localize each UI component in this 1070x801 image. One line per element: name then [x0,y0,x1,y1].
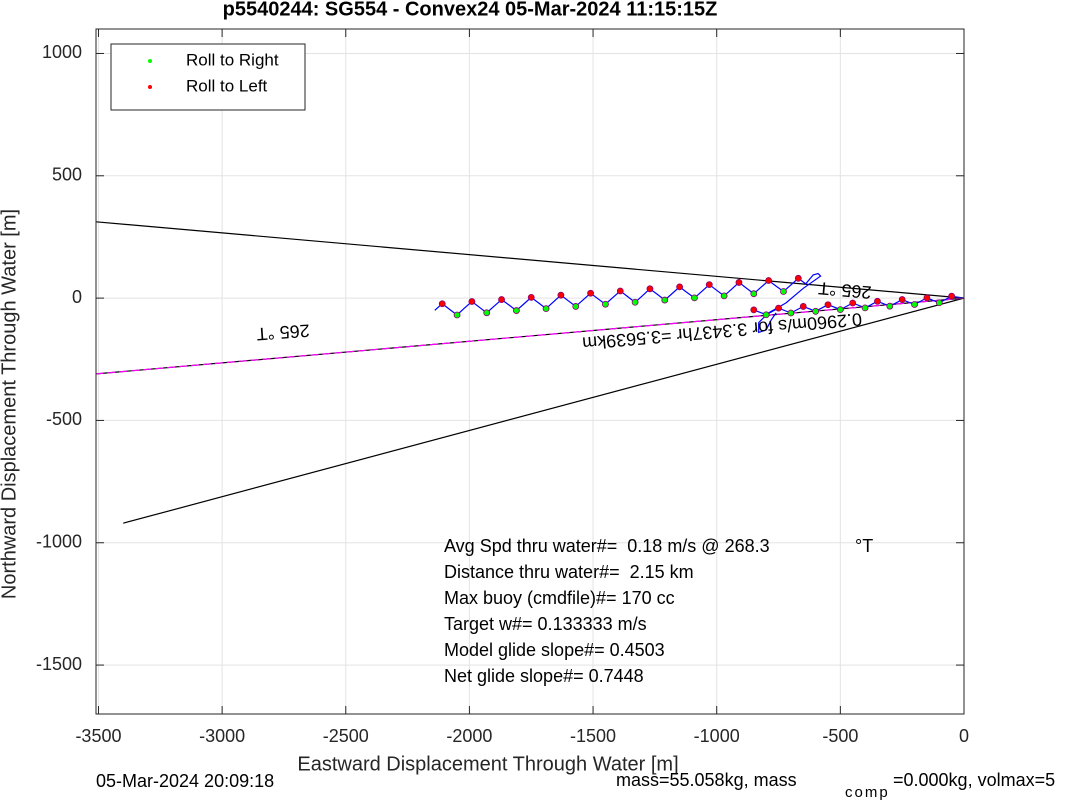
roll-point [616,287,624,295]
roll-point [935,299,943,307]
y-tick-label: -1000 [36,532,82,552]
x-axis-label: Eastward Displacement Through Water [m] [297,753,678,775]
roll-point [735,279,743,286]
y-tick-label: 500 [52,165,82,185]
track-line [96,221,964,299]
roll-point [498,296,505,303]
roll-point [780,288,787,295]
footer-subscript: comp [845,784,890,801]
roll-point [572,303,580,310]
stats-line: Max buoy (cmdfile)#= 170 cc [444,588,675,608]
roll-point [762,311,770,319]
roll-point [720,292,728,300]
legend-marker [148,59,152,63]
roll-point [849,299,857,307]
track-line [96,297,964,375]
roll-point [911,301,918,308]
legend-marker [148,85,152,89]
x-tick-label: -2000 [446,726,492,746]
y-axis-label: Northward Displacement Through Water [m] [0,209,20,599]
roll-point [750,290,758,298]
roll-point [646,285,654,293]
roll-point [874,297,881,305]
roll-point [438,300,446,308]
roll-point [483,309,491,317]
track-line [434,272,822,334]
footer-mass: mass=55.058kg, mass [616,770,797,790]
stats-line: Distance thru water#= 2.15 km [444,562,694,582]
roll-point [787,309,795,317]
roll-point [631,298,639,306]
x-tick-label: 0 [959,726,969,746]
roll-point [602,300,609,308]
roll-point [750,306,758,314]
roll-point [542,305,550,313]
legend-label: Roll to Left [186,76,268,95]
roll-point [765,277,773,284]
roll-point [948,292,956,300]
heading-annotation: 265 °T [256,320,310,344]
stats-line: Avg Spd thru water#= 0.18 m/s @ 268.3 [444,536,770,556]
roll-point [824,301,832,309]
stats-line: Target w#= 0.133333 m/s [444,614,647,634]
footer-volmax: =0.000kg, volmax=5 [893,770,1055,790]
roll-point [557,291,565,299]
y-tick-label: -1500 [36,654,82,674]
roll-point [861,304,869,312]
x-tick-label: -2500 [323,726,369,746]
roll-point [775,304,782,312]
stats-line: Net glide slope#= 0.7448 [444,666,644,686]
roll-point [512,307,520,314]
roll-point [886,302,894,310]
heading-annotation: 265 °T [818,278,873,303]
legend-box [110,43,306,111]
legend-label: Roll to Right [186,50,279,69]
roll-point [812,307,820,315]
stats-line: Model glide slope#= 0.4503 [444,640,665,660]
plot-area [96,29,964,714]
roll-point [527,293,535,301]
roll-point [468,298,476,305]
axes-box [95,28,965,715]
chart-title: p5540244: SG554 - Convex24 05-Mar-2024 1… [223,0,718,20]
roll-point [794,274,802,282]
y-tick-label: 0 [72,287,82,307]
footer-date: 05-Mar-2024 20:09:18 [96,771,274,791]
roll-point [836,306,844,314]
roll-point [898,296,906,303]
x-tick-label: -1500 [570,726,616,746]
roll-point [676,283,684,291]
roll-point [587,289,594,297]
roll-point [923,294,931,302]
stats-unit: °T [855,536,873,556]
roll-point [691,294,698,302]
roll-point [661,296,669,304]
x-tick-label: -500 [822,726,858,746]
roll-point [705,281,713,289]
track-line [123,297,964,524]
roll-point [799,303,807,310]
x-tick-label: -3000 [199,726,245,746]
x-tick-label: -1000 [694,726,740,746]
y-tick-label: 1000 [42,42,82,62]
roll-point [453,311,461,319]
x-tick-label: -3500 [75,726,121,746]
y-tick-label: -500 [46,409,82,429]
